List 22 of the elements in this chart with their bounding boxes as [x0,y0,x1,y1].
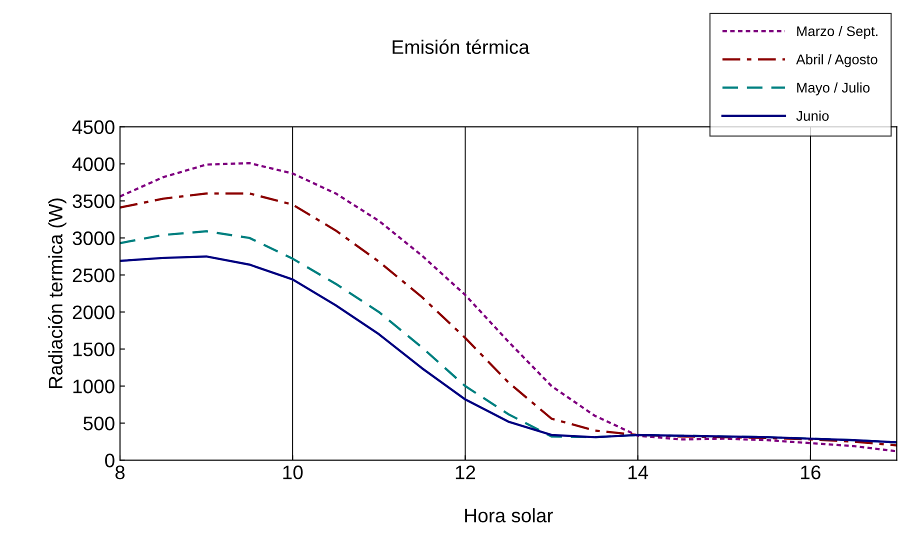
y-tick-label: 4500 [72,120,114,134]
x-tick-label: 8 [115,466,125,480]
y-tick-label: 2500 [72,268,114,282]
x-axis-title: Hora solar [465,508,553,522]
x-tick-label: 16 [801,466,820,480]
legend-label: Marzo / Sept. [797,26,878,39]
y-tick-label: 4000 [72,157,114,172]
y-tick-label: 1500 [73,342,114,356]
y-tick-label: 0 [105,454,114,468]
chart-title: Emisión térmica [392,39,530,54]
legend-label: Abril / Agosto [796,54,878,68]
y-tick-label: 2000 [72,305,114,320]
x-tick-label: 10 [283,466,303,480]
y-tick-label: 3500 [72,194,114,208]
y-tick-label: 1000 [73,380,114,394]
x-tick-label: 14 [628,466,648,480]
y-axis-title: Radiación termica (W) [48,198,66,388]
y-tick-label: 500 [83,416,114,430]
y-tick-label: 3000 [72,231,114,246]
legend-label: Junio [796,110,829,121]
legend-label: Mayo / Julio [797,82,870,96]
x-tick-label: 12 [456,466,476,480]
